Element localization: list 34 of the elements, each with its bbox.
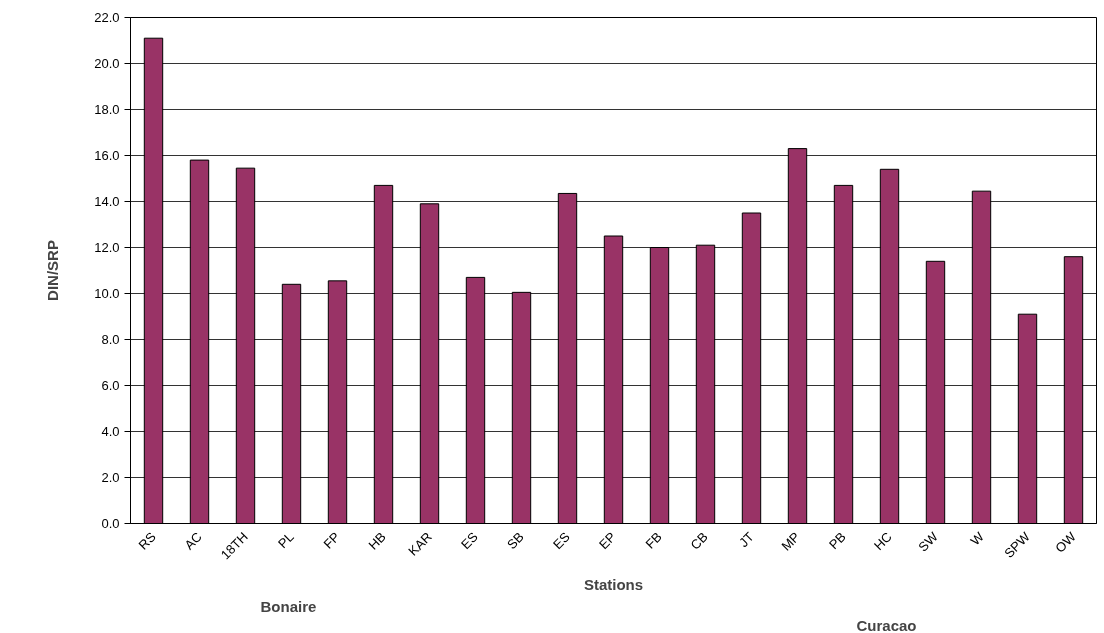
- y-tick-label: 20.0: [94, 56, 120, 71]
- x-tick-label: ES: [549, 528, 574, 553]
- x-tick-label: AC: [181, 529, 205, 553]
- x-tick-label: MP: [778, 529, 803, 554]
- x-tick-label: HB: [365, 529, 389, 553]
- y-tick-label: 22.0: [94, 10, 120, 25]
- y-tick-label: 6.0: [101, 378, 120, 393]
- y-tick-label: 12.0: [94, 240, 120, 255]
- text: Bonaire: [260, 597, 317, 615]
- x-tick-label: FB: [642, 529, 665, 552]
- y-tick-label: 10.0: [94, 286, 120, 301]
- x-tick-label: PB: [825, 529, 849, 553]
- x-tick-label: W: [967, 528, 988, 549]
- x-tick-label: HC: [870, 529, 895, 554]
- x-tick-label: OW: [1052, 528, 1080, 556]
- y-tick-label: 16.0: [94, 148, 120, 163]
- text: Curacao: [856, 616, 917, 633]
- x-tick-label: CB: [687, 529, 711, 553]
- x-tick-label: EP: [595, 529, 619, 553]
- y-axis-title: DIN/SRP: [44, 240, 62, 301]
- x-axis-title: Stations: [583, 575, 644, 593]
- x-tick-label: PL: [274, 529, 297, 552]
- y-tick-label: 4.0: [101, 424, 120, 439]
- x-tick-label: JT: [735, 529, 757, 551]
- y-tick-label: 18.0: [94, 102, 120, 117]
- x-tick-label: SW: [915, 528, 942, 555]
- x-tick-label: SB: [503, 529, 527, 553]
- x-tick-label: ES: [457, 528, 482, 553]
- y-tick-label: 2.0: [101, 470, 120, 485]
- y-tick-label: 14.0: [94, 194, 120, 209]
- x-tick-label: RS: [135, 528, 160, 553]
- y-tick-label: 0.0: [101, 516, 120, 531]
- y-tick-label: 8.0: [101, 332, 120, 347]
- x-tick-label: FP: [320, 529, 343, 552]
